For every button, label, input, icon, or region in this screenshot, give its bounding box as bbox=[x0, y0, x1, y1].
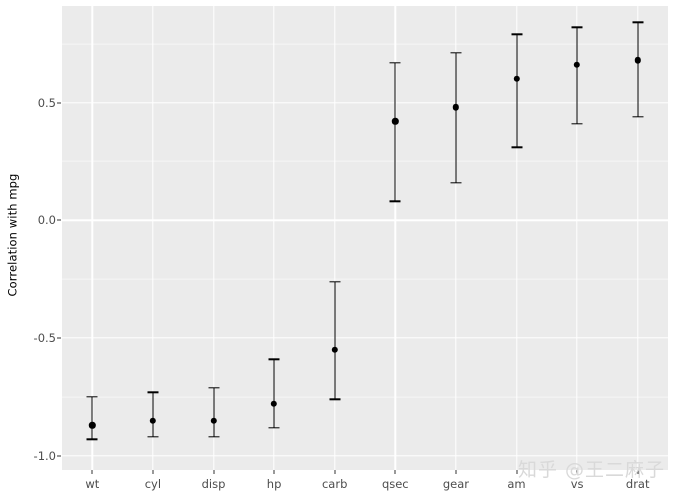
errorbar-wt bbox=[91, 396, 93, 440]
data-point-am[interactable] bbox=[513, 75, 520, 83]
gridline-major-horizontal bbox=[62, 219, 668, 222]
errorbar-cap-am-lower bbox=[511, 146, 522, 149]
x-tick-label-cyl: cyl bbox=[144, 477, 162, 491]
gridline-minor-horizontal bbox=[62, 161, 668, 162]
x-tick-label-qsec: qsec bbox=[381, 477, 409, 491]
errorbar-cap-qsec-upper bbox=[389, 61, 401, 64]
errorbar-cyl bbox=[152, 392, 154, 438]
y-tick-label: 0.5 bbox=[37, 95, 56, 110]
x-tick-mark bbox=[516, 470, 517, 474]
x-tick-label-hp: hp bbox=[266, 477, 282, 491]
gridline-major-vertical bbox=[333, 6, 336, 470]
x-tick-label-am: am bbox=[507, 477, 526, 491]
data-point-gear[interactable] bbox=[452, 104, 460, 111]
data-point-qsec[interactable] bbox=[392, 118, 399, 125]
y-axis-title-text: Correlation with mpg bbox=[5, 173, 19, 297]
x-tick-mark bbox=[576, 470, 578, 474]
data-point-vs[interactable] bbox=[573, 61, 581, 69]
data-point-disp[interactable] bbox=[210, 417, 217, 424]
errorbar-cap-wt-lower bbox=[86, 438, 98, 441]
x-tick-mark bbox=[637, 470, 639, 474]
y-tick-label: 0.0 bbox=[37, 213, 56, 228]
errorbar-cap-wt-upper bbox=[86, 396, 98, 398]
gridline-major-vertical bbox=[273, 6, 275, 470]
x-tick-mark bbox=[273, 470, 275, 474]
errorbar-gear bbox=[455, 53, 457, 183]
errorbar-cap-qsec-lower bbox=[389, 200, 401, 203]
errorbar-cap-vs-lower bbox=[571, 123, 583, 125]
errorbar-cap-hp-lower bbox=[268, 426, 280, 429]
gridline-major-horizontal bbox=[62, 101, 668, 104]
data-point-drat[interactable] bbox=[634, 56, 641, 64]
errorbar-drat bbox=[637, 22, 639, 117]
y-tick-label: -0.5 bbox=[33, 331, 56, 346]
errorbar-cap-gear-lower bbox=[450, 181, 462, 184]
x-tick-label-disp: disp bbox=[201, 477, 226, 491]
y-tick-mark bbox=[57, 337, 61, 339]
gridline-major-horizontal bbox=[62, 337, 668, 339]
x-tick-label-wt: wt bbox=[85, 477, 100, 491]
errorbar-carb bbox=[334, 281, 336, 400]
x-tick-label-gear: gear bbox=[442, 477, 469, 491]
x-tick-mark bbox=[455, 470, 457, 474]
gridline-major-horizontal bbox=[62, 455, 668, 457]
errorbar-cap-disp-upper bbox=[208, 386, 219, 389]
errorbar-cap-cyl-upper bbox=[147, 391, 159, 393]
gridline-major-vertical bbox=[515, 6, 518, 470]
errorbar-am bbox=[516, 34, 517, 148]
errorbar-disp bbox=[213, 387, 214, 438]
errorbar-cap-gear-upper bbox=[450, 52, 462, 54]
x-tick-mark bbox=[394, 470, 396, 474]
errorbar-hp bbox=[273, 359, 275, 428]
y-tick-mark bbox=[57, 219, 61, 221]
data-point-hp[interactable] bbox=[270, 400, 278, 408]
errorbar-cap-am-upper bbox=[511, 33, 522, 35]
errorbar-qsec bbox=[394, 62, 396, 202]
gridline-major-vertical bbox=[636, 6, 639, 470]
errorbar-cap-cyl-lower bbox=[147, 436, 159, 438]
gridline-major-vertical bbox=[455, 6, 457, 470]
data-point-cyl[interactable] bbox=[149, 417, 157, 424]
x-tick-mark bbox=[334, 470, 336, 474]
y-axis-tick-labels: 0.5 0.0 -0.5 -1.0 bbox=[24, 0, 56, 501]
gridline-minor-horizontal bbox=[62, 396, 668, 398]
gridline-major-vertical bbox=[91, 6, 93, 470]
gridline-major-vertical bbox=[212, 6, 215, 470]
errorbar-cap-carb-upper bbox=[329, 280, 341, 283]
plot-panel bbox=[62, 6, 668, 470]
errorbar-cap-drat-upper bbox=[632, 21, 644, 24]
errorbar-cap-hp-upper bbox=[268, 358, 280, 360]
gridline-major-vertical bbox=[576, 6, 578, 470]
y-tick-label: -1.0 bbox=[33, 448, 56, 463]
data-point-carb[interactable] bbox=[331, 346, 338, 354]
gridline-minor-horizontal bbox=[62, 43, 668, 45]
x-tick-label-drat: drat bbox=[625, 477, 650, 491]
x-tick-label-carb: carb bbox=[321, 477, 348, 491]
errorbar-cap-carb-lower bbox=[329, 398, 341, 401]
gridline-minor-horizontal bbox=[62, 278, 668, 280]
x-tick-mark bbox=[213, 470, 214, 474]
x-axis: wt cyl disp hp carb qsec gear am vs drat bbox=[62, 470, 668, 501]
x-tick-mark bbox=[152, 470, 154, 474]
gridline-major-vertical bbox=[152, 6, 154, 470]
x-tick-label-vs: vs bbox=[570, 477, 584, 491]
x-tick-mark bbox=[91, 470, 93, 474]
errorbar-cap-disp-lower bbox=[208, 436, 219, 438]
y-axis-title: Correlation with mpg bbox=[0, 0, 24, 470]
gridline-major-vertical bbox=[394, 6, 396, 470]
errorbar-cap-vs-upper bbox=[571, 26, 583, 28]
y-tick-mark bbox=[57, 102, 61, 104]
data-point-wt[interactable] bbox=[89, 422, 96, 429]
errorbar-vs bbox=[576, 27, 578, 124]
y-tick-mark bbox=[57, 455, 61, 457]
errorbar-cap-drat-lower bbox=[632, 115, 644, 118]
